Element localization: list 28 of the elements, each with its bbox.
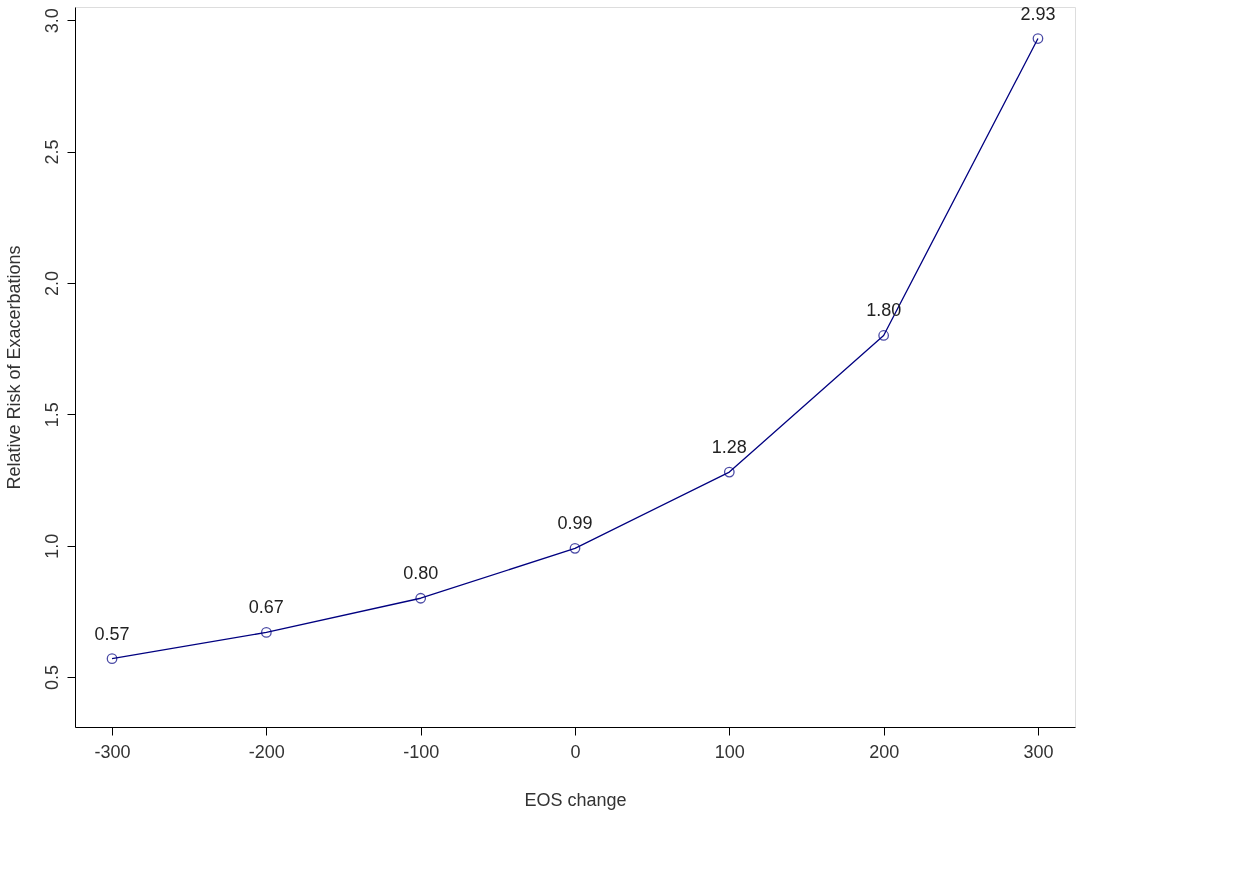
x-tick-label: -200 (248, 741, 285, 762)
text: 0.80 (403, 563, 439, 584)
x-tick-label: 100 (714, 741, 745, 762)
x-axis-title: EOS change (524, 789, 627, 810)
y-tick-label: 1.5 (41, 402, 62, 428)
y-tick-label: 0.5 (41, 665, 62, 691)
x-tick-label: 0 (570, 741, 581, 762)
point (260, 627, 272, 638)
text: 2.93 (1020, 3, 1056, 24)
point (1032, 33, 1044, 44)
point (415, 592, 427, 604)
x-tick-label: -300 (94, 741, 131, 762)
text: 1.28 (711, 437, 747, 458)
text: 0.67 (248, 597, 284, 618)
y-tick-label: 2.5 (41, 139, 62, 165)
y-axis-title: Relative Risk of Exacerbations (3, 245, 24, 490)
point (106, 653, 118, 665)
text: 0.99 (557, 513, 593, 534)
y-tick-label: 3.0 (41, 8, 62, 34)
y-tick-label: 2.0 (41, 270, 62, 296)
text: 0.57 (94, 623, 130, 644)
x-tick-label: 200 (869, 741, 900, 762)
x-tick-label: -100 (403, 741, 440, 762)
x-tick-label: 300 (1023, 741, 1054, 762)
point (569, 542, 581, 554)
y-tick-label: 1.0 (41, 533, 62, 559)
point (878, 330, 890, 341)
point (723, 466, 735, 478)
